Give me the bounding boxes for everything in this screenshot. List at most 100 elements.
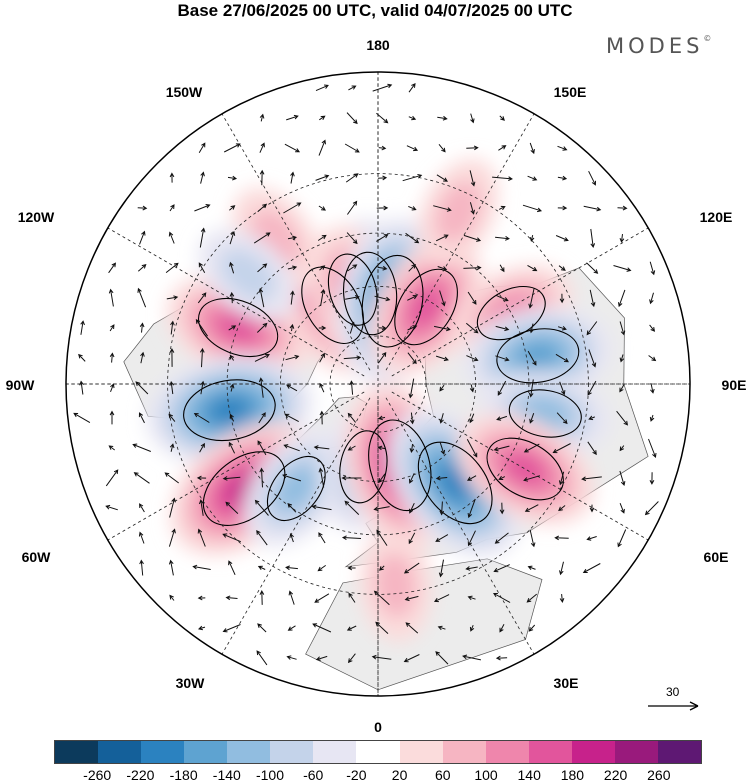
wind-arrow-174 [406, 145, 419, 152]
wind-arrow-207 [438, 559, 444, 578]
wind-arrow-75 [259, 113, 265, 122]
wind-arrow-293 [589, 504, 595, 513]
wind-arrow-203 [439, 441, 446, 455]
wind-arrow-82 [256, 322, 268, 333]
colorbar-tick-label: -100 [255, 767, 285, 783]
wind-arrow-69 [222, 476, 241, 481]
colorbar-swatch-4 [227, 741, 271, 763]
wind-arrow-120 [320, 288, 326, 307]
wind-arrow-59 [227, 175, 238, 181]
wind-arrow-206 [435, 534, 449, 542]
wind-arrow-98 [287, 235, 298, 241]
wind-arrow-276 [552, 443, 571, 454]
wind-arrow-97 [283, 202, 302, 214]
wind-arrow-241 [493, 445, 510, 452]
wind-arrow-54 [197, 528, 206, 547]
wind-arrow-23 [139, 503, 145, 513]
wind-arrow-50 [193, 412, 210, 423]
wind-arrow-273 [555, 353, 569, 363]
wind-arrow-164 [377, 445, 386, 451]
wind-arrow-177 [405, 232, 420, 244]
wind-arrow-68 [228, 441, 236, 454]
wind-arrow-27 [169, 204, 175, 212]
wind-arrow-249 [529, 142, 535, 155]
colorbar-swatch-3 [184, 741, 228, 763]
wind-arrow-62 [229, 261, 235, 274]
lon-label-90w: 90W [6, 377, 36, 393]
lon-label-90e: 90E [722, 377, 747, 393]
anomaly-contour-3 [361, 254, 424, 348]
wind-arrow-8 [110, 383, 115, 392]
wind-arrow-83 [254, 353, 270, 362]
wind-arrow-0 [80, 320, 85, 335]
wind-arrow-216 [463, 265, 482, 271]
wind-arrow-84 [258, 377, 264, 398]
wind-arrow-291 [587, 441, 597, 456]
wind-arrow-304 [619, 445, 625, 452]
wind-arrow-143 [349, 380, 355, 395]
wind-arrow-154 [376, 112, 389, 124]
wind-arrow-251 [522, 204, 543, 213]
wind-arrow-87 [259, 467, 265, 488]
wind-arrow-38 [168, 528, 176, 547]
wind-arrow-43 [194, 204, 211, 212]
wind-arrow-100 [290, 290, 295, 305]
wind-arrow-215 [463, 234, 482, 242]
wind-arrow-172 [408, 82, 416, 93]
wind-arrow-254 [528, 288, 535, 309]
wind-arrow-115 [318, 139, 326, 156]
wind-arrow-182 [408, 378, 415, 399]
brand-mark: © [703, 34, 712, 43]
lon-label-120w: 120W [18, 209, 55, 225]
wind-arrow-309 [649, 292, 654, 305]
wind-arrow-270 [558, 265, 566, 271]
wind-arrow-288 [588, 349, 597, 368]
wind-arrow-188 [403, 562, 420, 574]
wind-arrow-96 [290, 171, 295, 184]
wind-arrow-255 [529, 323, 535, 334]
wind-arrow-313 [649, 414, 655, 422]
wind-arrow-284 [590, 228, 596, 249]
wind-arrow-53 [198, 499, 204, 516]
wind-arrow-113 [315, 84, 329, 92]
wind-arrow-85 [258, 412, 266, 424]
wind-arrow-110 [288, 590, 295, 605]
wind-arrow-7 [109, 352, 115, 363]
wind-arrow-312 [650, 383, 655, 394]
wind-arrow-162 [377, 351, 387, 364]
wind-arrow-168 [379, 565, 385, 571]
wind-arrow-42 [200, 171, 205, 184]
wind-arrow-106 [282, 473, 302, 482]
wind-arrow-244 [494, 532, 509, 544]
colorbar-tick-label: 100 [474, 767, 498, 783]
wind-arrow-226 [465, 566, 478, 571]
wind-arrow-149 [347, 565, 356, 571]
wind-arrow-117 [318, 205, 326, 211]
wind-arrow-107 [287, 503, 297, 513]
wind-arrow-237 [495, 325, 510, 332]
wind-arrow-88 [254, 499, 269, 516]
wind-arrow-29 [165, 262, 179, 273]
wind-arrow-37 [169, 497, 176, 518]
wind-arrow-213 [469, 170, 476, 187]
colorbar-swatch-0 [55, 741, 99, 763]
anomaly-cell-9-band-4 [208, 396, 250, 424]
colorbar-tick-label: -140 [212, 767, 241, 783]
wind-arrow-61 [229, 230, 236, 245]
anomaly-contour-4 [394, 268, 458, 346]
wind-arrow-171 [371, 654, 392, 660]
wind-arrow-18 [140, 351, 145, 364]
lon-label-60w: 60W [22, 549, 52, 565]
wind-arrow-121 [318, 325, 327, 331]
wind-arrow-232 [492, 176, 513, 181]
wind-arrow-228 [469, 625, 475, 632]
anomaly-contour-9 [183, 379, 276, 442]
anomaly-layer [146, 158, 613, 643]
wind-arrow-134 [346, 112, 358, 125]
wind-arrow-2 [79, 380, 84, 395]
wind-arrow-286 [589, 289, 596, 308]
wind-arrow-252 [529, 234, 535, 242]
wind-arrow-282 [588, 170, 596, 186]
wind-arrow-79 [253, 232, 271, 244]
